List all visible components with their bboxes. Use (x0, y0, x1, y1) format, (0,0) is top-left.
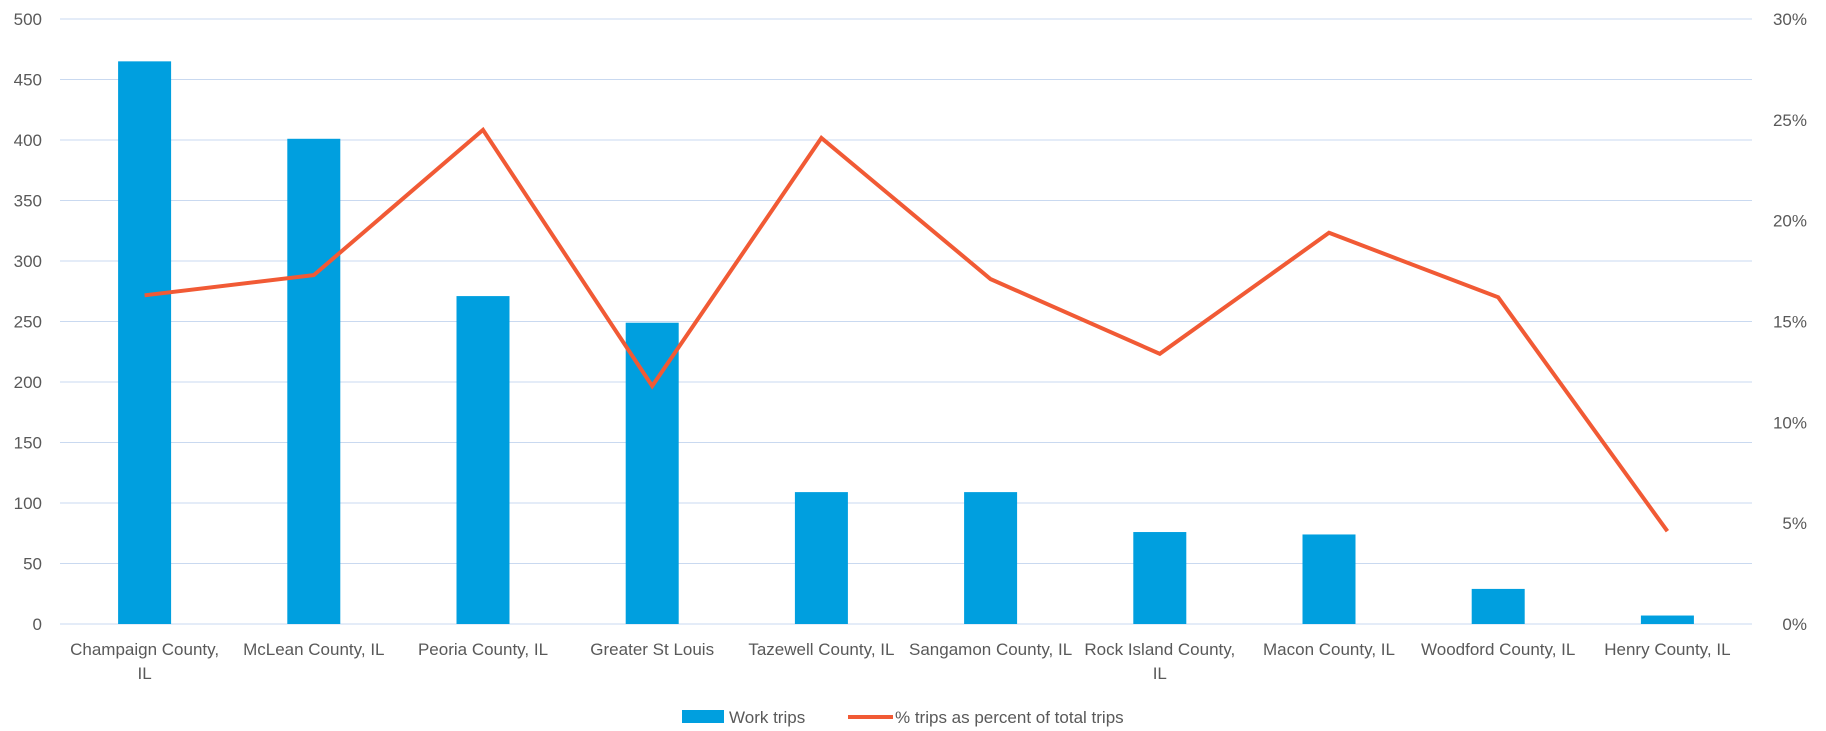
bar-work-trips (794, 492, 848, 624)
y-left-tick-label: 450 (14, 71, 42, 90)
bar-work-trips (1471, 588, 1525, 624)
y-left-tick-label: 300 (14, 252, 42, 271)
y-left-tick-label: 500 (14, 10, 42, 29)
bar-work-trips (964, 492, 1018, 624)
y-right-tick-label: 20% (1773, 212, 1807, 231)
legend-label-work-trips: Work trips (729, 708, 805, 727)
bar-work-trips (1640, 615, 1694, 624)
bar-work-trips (1133, 532, 1187, 624)
y-left-tick-label: 400 (14, 131, 42, 150)
bar-work-trips (1302, 534, 1356, 624)
x-tick-label: Rock Island County, IL (1084, 640, 1235, 683)
y-left-tick-label: 250 (14, 313, 42, 332)
y-left-tick-label: 100 (14, 494, 42, 513)
x-axis: Champaign County, IL McLean County, IL Peor… (70, 640, 1730, 683)
gridlines (60, 18, 1752, 625)
bar-work-trips (118, 61, 172, 625)
bar-work-trips (456, 296, 510, 624)
y-right-tick-label: 5% (1782, 514, 1807, 533)
y-right-tick-label: 0% (1782, 615, 1807, 634)
y-left-tick-label: 0 (33, 615, 42, 634)
y-right-tick-label: 15% (1773, 313, 1807, 332)
legend: Work trips % trips as percent of total t… (682, 708, 1124, 727)
legend-label-percent-trips: % trips as percent of total trips (895, 708, 1124, 727)
legend-swatch-work-trips (682, 710, 724, 723)
x-tick-label: Peoria County, IL (418, 640, 548, 659)
y-left-tick-label: 50 (23, 555, 42, 574)
y-right-tick-label: 10% (1773, 413, 1807, 432)
y-left-tick-label: 150 (14, 434, 42, 453)
y-left-tick-label: 200 (14, 373, 42, 392)
bar-series (118, 61, 1694, 625)
x-tick-label: Henry County, IL (1604, 640, 1730, 659)
y-axis-left: 0 50 100 150 200 250 300 350 400 450 500 (14, 10, 42, 634)
x-tick-label: Greater St Louis (590, 640, 714, 659)
bar-work-trips (625, 322, 679, 624)
y-right-tick-label: 30% (1773, 10, 1807, 29)
x-tick-label: Woodford County, IL (1421, 640, 1575, 659)
x-tick-label: Sangamon County, IL (909, 640, 1072, 659)
y-axis-right: 0% 5% 10% 15% 20% 25% 30% (1773, 10, 1807, 634)
x-tick-label: Tazewell County, IL (748, 640, 894, 659)
line-percent-trips (144, 126, 1670, 533)
x-tick-label: McLean County, IL (243, 640, 384, 659)
x-tick-label: Macon County, IL (1263, 640, 1395, 659)
y-right-tick-label: 25% (1773, 111, 1807, 130)
y-left-tick-label: 350 (14, 192, 42, 211)
line-series (144, 126, 1670, 533)
x-tick-label: Champaign County, IL (70, 640, 219, 683)
bar-work-trips (287, 138, 341, 625)
